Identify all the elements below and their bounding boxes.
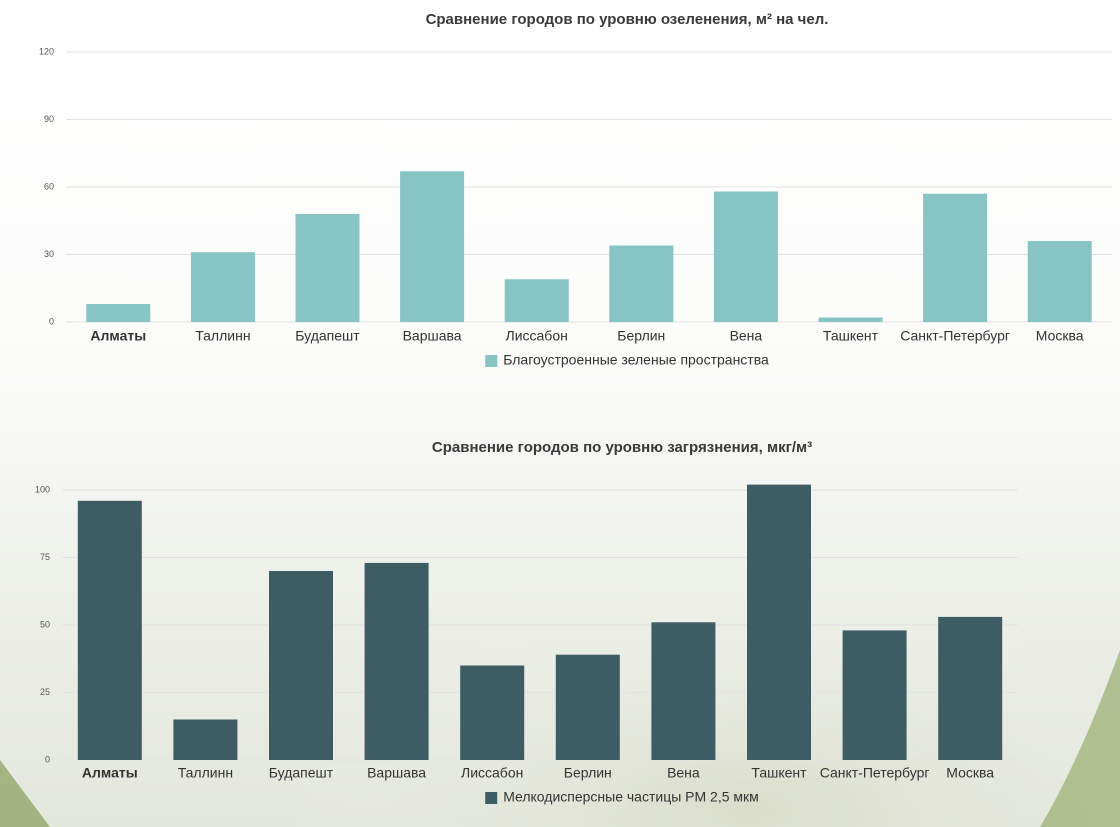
x-tick-label: Алматы — [90, 328, 146, 344]
y-tick-label: 0 — [45, 754, 50, 764]
x-tick-label: Будапешт — [269, 765, 334, 781]
bar — [651, 622, 716, 760]
bar — [77, 500, 142, 760]
bar — [609, 245, 674, 322]
legend-swatch — [485, 355, 498, 367]
x-tick-label: Ташкент — [823, 328, 879, 344]
y-tick-label: 120 — [39, 46, 54, 56]
x-tick-label: Берлин — [564, 765, 612, 781]
x-tick-label: Вена — [667, 765, 700, 781]
x-tick-label: Ташкент — [751, 765, 807, 781]
bar — [364, 562, 429, 760]
corner-decoration — [1040, 650, 1120, 827]
bar — [173, 719, 238, 760]
bar — [923, 193, 988, 322]
bar — [86, 304, 151, 322]
bar — [460, 665, 525, 760]
y-tick-label: 25 — [40, 687, 50, 697]
legend-label: Благоустроенные зеленые пространства — [503, 352, 769, 368]
bar — [295, 214, 360, 322]
x-tick-label: Вена — [730, 328, 763, 344]
x-tick-label: Таллинн — [178, 765, 233, 781]
x-tick-label: Москва — [1036, 328, 1084, 344]
y-tick-label: 100 — [35, 484, 50, 494]
bar — [713, 191, 778, 322]
y-tick-label: 90 — [44, 114, 54, 124]
y-tick-label: 60 — [44, 181, 54, 191]
x-tick-label: Таллинн — [195, 328, 250, 344]
x-tick-label: Варшава — [403, 328, 462, 344]
bar — [555, 654, 620, 760]
bar — [818, 317, 883, 322]
bar — [190, 252, 255, 322]
chart-title: Сравнение городов по уровню озеленения, … — [426, 11, 829, 28]
bar — [504, 279, 569, 322]
x-tick-label: Варшава — [367, 765, 426, 781]
x-tick-label: Москва — [946, 765, 994, 781]
y-tick-label: 0 — [49, 316, 54, 326]
x-tick-label: Санкт-Петербург — [820, 765, 930, 781]
bar — [938, 616, 1003, 760]
y-tick-label: 75 — [40, 552, 50, 562]
bar — [400, 171, 465, 322]
bar — [747, 484, 811, 760]
x-tick-label: Берлин — [617, 328, 665, 344]
bar — [842, 630, 907, 760]
corner-decoration — [0, 760, 50, 827]
x-tick-label: Будапешт — [295, 328, 360, 344]
x-tick-label: Санкт-Петербург — [900, 328, 1010, 344]
x-tick-label: Лиссабон — [461, 765, 523, 781]
legend-swatch — [485, 792, 498, 804]
x-tick-label: Лиссабон — [506, 328, 568, 344]
y-tick-label: 50 — [40, 619, 50, 629]
legend-label: Мелкодисперсные частицы PM 2,5 мкм — [503, 789, 759, 805]
x-tick-label: Алматы — [82, 765, 138, 781]
bar — [269, 571, 333, 760]
y-tick-label: 30 — [44, 249, 54, 259]
chart-title: Сравнение городов по уровню загрязнения,… — [432, 439, 812, 456]
bar — [1027, 241, 1092, 322]
